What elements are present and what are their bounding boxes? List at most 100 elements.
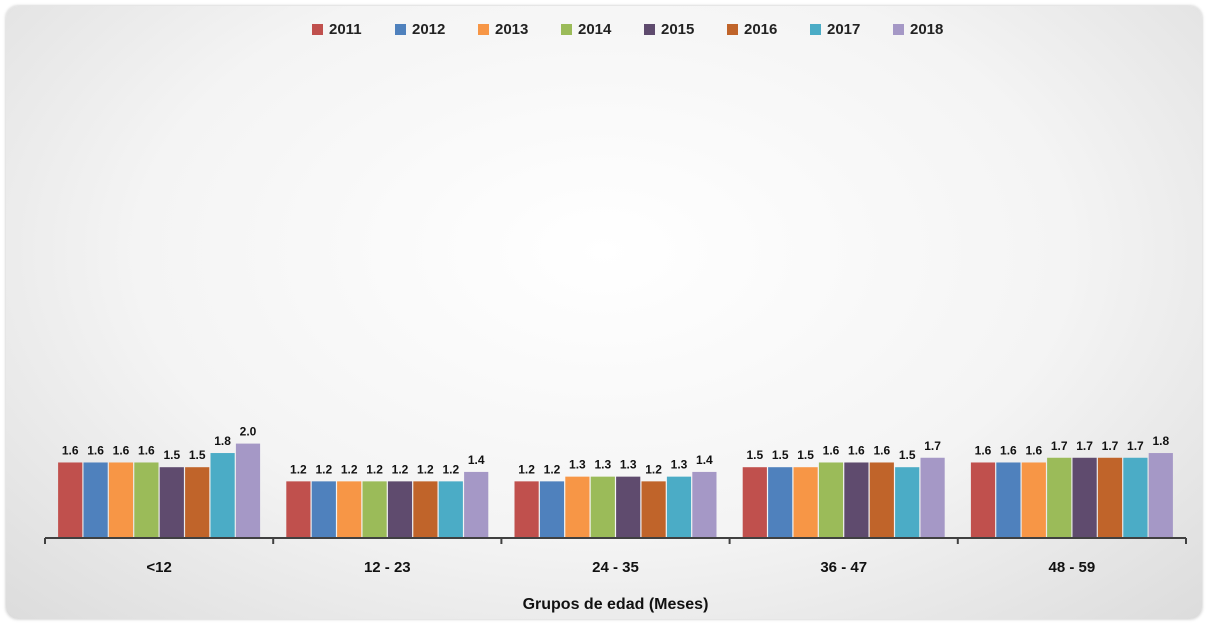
- bar: [1047, 457, 1072, 538]
- data-label: 1.2: [518, 462, 535, 476]
- data-label: 1.2: [442, 462, 459, 476]
- data-label: 1.6: [1000, 443, 1017, 457]
- bar: [235, 443, 261, 538]
- legend-swatch: [561, 24, 572, 35]
- bar: [793, 467, 818, 538]
- bar: [464, 471, 489, 538]
- bar-chart: 2011 2012 2013 2014 2015 2016 2017 2018 1.6 1.6 1.…: [44, 21, 1187, 613]
- bar: [58, 462, 83, 538]
- data-label: 1.5: [746, 448, 763, 462]
- bar: [159, 467, 184, 538]
- chart-frame: 2011 2012 2013 2014 2015 2016 2017 2018 1.6 1.6 1.…: [6, 6, 1202, 619]
- legend-swatch: [727, 24, 738, 35]
- x-tick-label: <12: [146, 559, 171, 576]
- data-label: 1.8: [214, 434, 231, 448]
- data-label: 1.4: [696, 453, 713, 467]
- data-label: 1.2: [366, 462, 383, 476]
- bar: [768, 467, 793, 538]
- legend-swatch: [312, 24, 323, 35]
- bar: [413, 481, 438, 538]
- bar: [1097, 457, 1123, 538]
- legend-label: 2016: [744, 21, 777, 38]
- data-label: 1.3: [594, 458, 611, 472]
- data-label: 1.6: [823, 443, 840, 457]
- bar: [311, 481, 336, 538]
- bar: [362, 481, 387, 538]
- bar: [920, 457, 945, 538]
- x-tick-label: 24 - 35: [592, 559, 639, 576]
- legend-label: 2014: [578, 21, 612, 38]
- bar: [514, 481, 539, 538]
- legend-swatch: [810, 24, 821, 35]
- bar: [565, 476, 590, 538]
- bar: [590, 476, 615, 538]
- bar: [818, 462, 844, 538]
- data-label: 1.5: [163, 448, 180, 462]
- data-label: 1.7: [1051, 439, 1068, 453]
- bar: [641, 481, 666, 538]
- data-label: 1.2: [315, 462, 332, 476]
- data-label: 1.7: [1127, 439, 1144, 453]
- bar: [83, 462, 108, 538]
- data-label: 1.5: [189, 448, 206, 462]
- legend-swatch: [644, 24, 655, 35]
- legend-label: 2015: [661, 21, 694, 38]
- bar: [895, 467, 920, 538]
- legend-label: 2018: [910, 21, 943, 38]
- legend-label: 2017: [827, 21, 860, 38]
- bar: [1123, 457, 1148, 538]
- bar: [134, 462, 159, 538]
- x-axis-title: Grupos de edad (Meses): [523, 596, 709, 613]
- x-tick-label: 36 - 47: [820, 559, 867, 576]
- bar: [539, 481, 565, 538]
- data-label: 1.5: [772, 448, 789, 462]
- legend-label: 2013: [495, 21, 528, 38]
- bar: [692, 471, 717, 538]
- data-label: 1.6: [113, 443, 130, 457]
- data-label: 1.2: [290, 462, 307, 476]
- data-label: 1.4: [468, 453, 485, 467]
- bar: [1148, 453, 1173, 538]
- data-label: 1.2: [544, 462, 561, 476]
- data-label: 1.2: [417, 462, 434, 476]
- bar: [185, 467, 210, 538]
- data-label: 1.3: [569, 458, 586, 472]
- data-label: 1.5: [899, 448, 916, 462]
- data-label: 1.6: [848, 443, 865, 457]
- legend-label: 2012: [412, 21, 445, 38]
- data-label: 1.6: [1025, 443, 1042, 457]
- bar: [438, 481, 463, 538]
- data-label: 1.2: [341, 462, 358, 476]
- data-label: 1.7: [1076, 439, 1093, 453]
- data-label: 1.6: [138, 443, 155, 457]
- data-label: 1.6: [873, 443, 890, 457]
- x-tick-label: 12 - 23: [364, 559, 411, 576]
- legend-swatch: [893, 24, 904, 35]
- data-label: 1.6: [975, 443, 992, 457]
- bar: [844, 462, 869, 538]
- x-tick-label: 48 - 59: [1049, 559, 1096, 576]
- bar: [869, 462, 894, 538]
- bar: [742, 467, 767, 538]
- data-label: 1.2: [392, 462, 409, 476]
- data-label: 2.0: [240, 425, 257, 439]
- data-label: 1.7: [1102, 439, 1119, 453]
- data-label: 1.3: [620, 458, 637, 472]
- bar: [1072, 457, 1097, 538]
- bar: [666, 476, 692, 538]
- bar: [108, 462, 134, 538]
- data-label: 1.8: [1152, 434, 1169, 448]
- bar: [210, 453, 235, 538]
- data-label: 1.2: [645, 462, 662, 476]
- bar: [337, 481, 362, 538]
- bar: [970, 462, 996, 538]
- data-label: 1.7: [924, 439, 941, 453]
- bar: [996, 462, 1021, 538]
- legend-swatch: [395, 24, 406, 35]
- bar: [286, 481, 311, 538]
- legend-label: 2011: [329, 21, 362, 38]
- data-label: 1.6: [87, 443, 104, 457]
- bar: [1021, 462, 1046, 538]
- data-label: 1.5: [797, 448, 814, 462]
- bar: [387, 481, 413, 538]
